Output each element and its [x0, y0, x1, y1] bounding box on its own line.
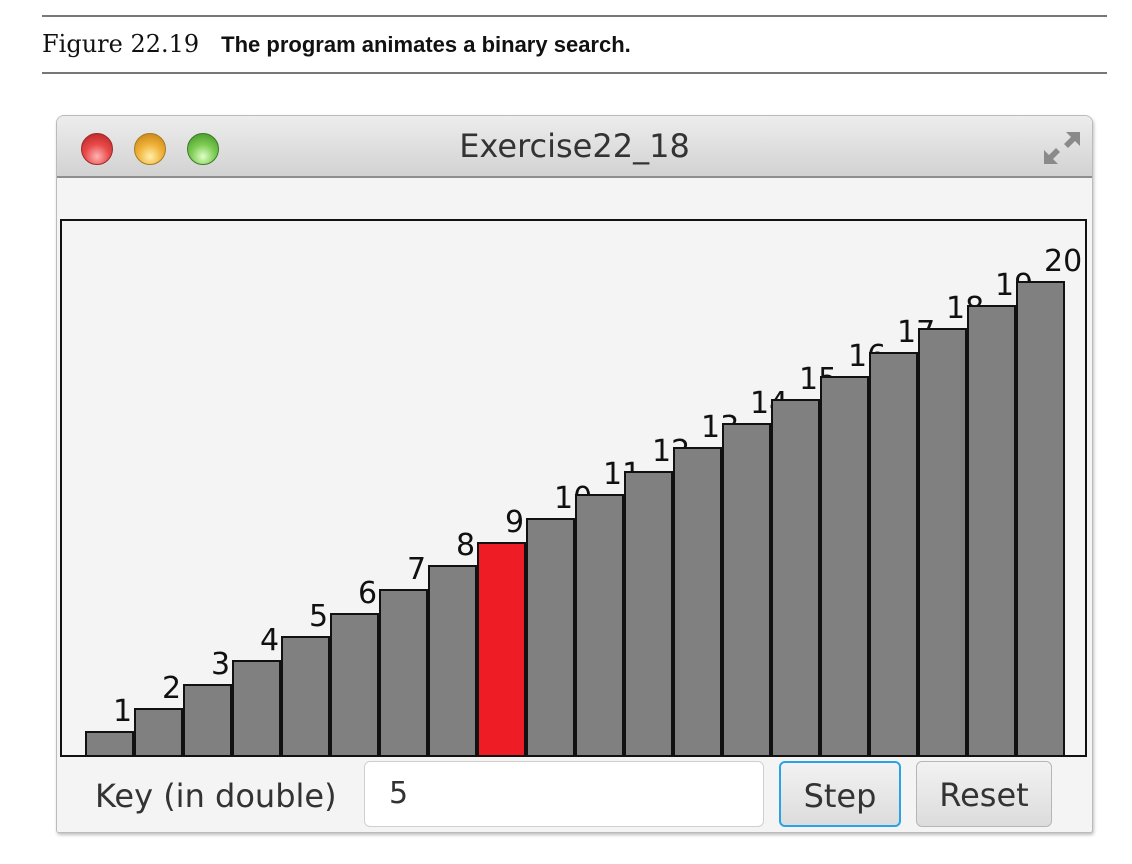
bar-label: 5 — [309, 599, 329, 634]
bar-18 — [918, 328, 967, 755]
bar-label: 8 — [456, 528, 476, 563]
bar-label: 1 — [113, 694, 133, 729]
control-bar: Key (in double) 5 Step Reset — [57, 757, 1092, 832]
bar-label: 4 — [260, 623, 280, 658]
bar-8 — [428, 565, 477, 755]
bar-label: 9 — [505, 505, 525, 540]
bar-1 — [85, 731, 134, 755]
bar-16 — [820, 376, 869, 755]
bar-label: 20 — [1044, 244, 1083, 279]
minimize-button[interactable] — [134, 133, 166, 165]
close-button[interactable] — [81, 133, 113, 165]
step-button[interactable]: Step — [779, 761, 901, 827]
bottom-rule — [42, 72, 1107, 74]
bar-12 — [624, 471, 673, 755]
app-window: Exercise22_18 1 2 3 4 5 6 7 8 9 10 11 12 13 14 15 16 17 1… — [56, 115, 1093, 833]
bar-15 — [771, 399, 820, 755]
bar-11 — [575, 494, 624, 755]
bar-7 — [379, 589, 428, 755]
top-rule — [42, 15, 1107, 17]
window-title: Exercise22_18 — [459, 127, 690, 165]
bar-chart-pane: 1 2 3 4 5 6 7 8 9 10 11 12 13 14 15 16 17 18 19 20 — [60, 219, 1087, 757]
bar-10 — [526, 518, 575, 755]
bar-5 — [281, 636, 330, 755]
bar-label: 7 — [407, 552, 427, 587]
bar-3 — [183, 684, 232, 755]
bar-label: 6 — [358, 576, 378, 611]
zoom-button[interactable] — [187, 133, 219, 165]
fullscreen-arrows-icon[interactable] — [1042, 130, 1082, 166]
bar-20 — [1016, 281, 1065, 755]
title-bar[interactable]: Exercise22_18 — [57, 116, 1092, 178]
reset-button[interactable]: Reset — [916, 761, 1052, 827]
bar-6 — [330, 613, 379, 755]
figure-caption-text: The program animates a binary search. — [221, 32, 631, 57]
key-label: Key (in double) — [95, 777, 337, 815]
bar-13 — [673, 447, 722, 755]
figure-number: Figure 22.19 — [42, 30, 200, 58]
bar-19 — [967, 305, 1016, 755]
bar-label: 2 — [162, 671, 182, 706]
bar-4 — [232, 660, 281, 755]
bar-label: 3 — [211, 647, 231, 682]
bar-2 — [134, 708, 183, 755]
bar-14 — [722, 423, 771, 755]
bar-9 — [477, 542, 526, 755]
key-input[interactable]: 5 — [364, 761, 764, 827]
bar-17 — [869, 352, 918, 755]
figure-caption: Figure 22.19 The program animates a binar… — [42, 30, 631, 58]
